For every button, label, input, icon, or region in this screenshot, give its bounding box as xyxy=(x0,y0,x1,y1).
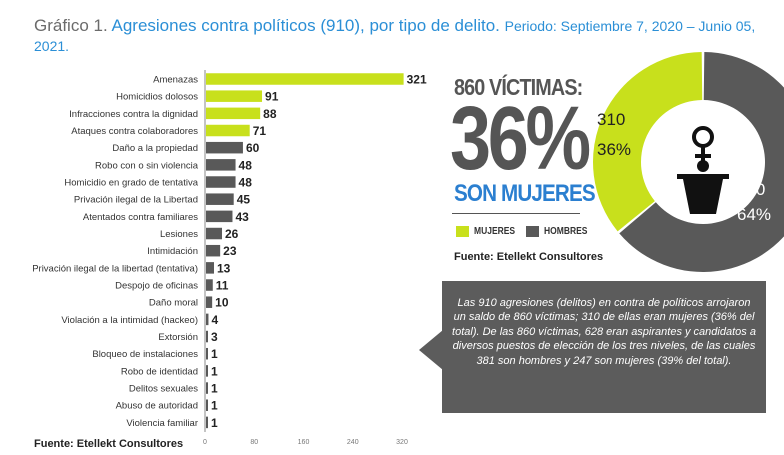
bar xyxy=(206,313,209,326)
bar xyxy=(206,416,208,429)
bar xyxy=(206,227,223,240)
bar-value-label: 48 xyxy=(239,158,253,172)
note-pointer xyxy=(419,330,443,370)
bar-category-label: Intimidación xyxy=(147,246,198,257)
bar-category-label: Ataques contra colaboradores xyxy=(71,126,198,137)
bar-value-label: 321 xyxy=(407,73,427,87)
women-percent: 36% xyxy=(450,89,591,189)
bar-category-label: Infracciones contra la dignidad xyxy=(69,109,198,120)
donut-source: Fuente: Etellekt Consultores xyxy=(454,251,604,263)
bar-value-label: 1 xyxy=(211,399,218,413)
bar xyxy=(206,330,208,343)
chart-title: Gráfico 1. Agresiones contra políticos (… xyxy=(34,16,764,56)
bar xyxy=(206,141,243,154)
bar-value-label: 13 xyxy=(217,261,231,275)
bar xyxy=(206,244,221,257)
bar-category-label: Extorsión xyxy=(158,332,198,343)
bar xyxy=(206,107,261,120)
bar-value-label: 48 xyxy=(239,176,253,190)
bar xyxy=(206,90,263,102)
bar-category-label: Violación a la intimidad (hackeo) xyxy=(61,315,198,326)
legend-swatch-mujeres xyxy=(456,226,469,237)
bar-value-label: 60 xyxy=(246,141,260,155)
bar-category-label: Despojo de oficinas xyxy=(115,281,198,292)
bar xyxy=(206,193,234,205)
bar-category-label: Atentados contra familiares xyxy=(83,212,198,223)
bar-category-label: Bloqueo de instalaciones xyxy=(92,349,198,360)
bar-category-label: Homicidios dolosos xyxy=(116,92,198,103)
bar xyxy=(206,73,404,85)
bar xyxy=(206,365,208,377)
bar-category-label: Robo de identidad xyxy=(121,366,198,377)
bar-value-label: 1 xyxy=(211,416,218,430)
bar-value-label: 1 xyxy=(211,364,218,378)
bar-value-label: 71 xyxy=(253,124,267,138)
bar-category-label: Daño moral xyxy=(149,298,198,309)
bar-value-label: 3 xyxy=(211,330,218,344)
bar-value-label: 91 xyxy=(265,90,279,104)
legend-label-mujeres: MUJERES xyxy=(474,226,516,237)
donut-label-hombres-percent: 64% xyxy=(737,205,771,224)
bar xyxy=(206,124,250,137)
bar-category-label: Delitos sexuales xyxy=(129,384,198,395)
bar-value-label: 11 xyxy=(216,279,229,293)
bar-x-tick-label: 320 xyxy=(396,439,408,446)
legend-divider xyxy=(452,213,580,214)
donut-label-mujeres-value: 310 xyxy=(597,110,625,129)
victims-headline: 860 VÍCTIMAS: xyxy=(454,74,583,100)
bar-value-label: 88 xyxy=(263,107,277,121)
bar xyxy=(206,347,208,360)
donut-label-hombres-value: 550 xyxy=(737,180,765,199)
bar-value-label: 45 xyxy=(237,193,251,207)
bar xyxy=(206,262,215,274)
donut-label-mujeres-percent: 36% xyxy=(597,140,631,159)
bar-category-label: Lesiones xyxy=(160,229,198,240)
legend-label-hombres: HOMBRES xyxy=(544,226,588,237)
donut-slice-mujeres xyxy=(593,52,703,232)
bar-x-tick-label: 240 xyxy=(347,439,359,446)
bar-category-label: Homicidio en grado de tentativa xyxy=(64,178,198,189)
bar-value-label: 1 xyxy=(211,382,218,396)
donut-slice-hombres xyxy=(619,52,784,272)
bar-x-tick-label: 160 xyxy=(298,439,310,446)
legend-swatch-hombres xyxy=(526,226,539,237)
woman-at-podium-icon xyxy=(677,126,729,214)
bar-category-label: Daño a la propiedad xyxy=(112,143,198,154)
bar-value-label: 26 xyxy=(225,227,239,241)
bar-category-label: Privación ilegal de la Libertad xyxy=(74,195,198,206)
bar-category-label: Privación ilegal de la libertad (tentati… xyxy=(32,263,198,274)
bar xyxy=(206,176,236,188)
title-period: Periodo: Septiembre 7, 2020 – Junio 05, … xyxy=(34,18,756,54)
bar-value-label: 1 xyxy=(211,347,218,361)
bar-x-tick-label: 0 xyxy=(203,439,207,446)
bar-value-label: 23 xyxy=(223,244,237,258)
bar-chart-source: Fuente: Etellekt Consultores xyxy=(34,438,184,450)
bar-category-label: Violencia familiar xyxy=(126,418,198,429)
bar-category-label: Abuso de autoridad xyxy=(116,401,198,412)
women-subtitle: SON MUJERES xyxy=(454,180,596,207)
bar-x-tick-label: 80 xyxy=(250,439,258,446)
bar-category-label: Amenazas xyxy=(153,75,198,86)
summary-note: Las 910 agresiones (delitos) en contra d… xyxy=(442,281,766,413)
bar xyxy=(206,296,213,308)
bar-value-label: 43 xyxy=(235,210,249,224)
title-main: Agresiones contra políticos (910), por t… xyxy=(111,16,500,35)
bar-value-label: 4 xyxy=(211,313,218,327)
bar xyxy=(206,399,208,411)
bar xyxy=(206,210,233,223)
title-prefix: Gráfico 1. xyxy=(34,16,108,35)
bar-value-label: 10 xyxy=(215,296,229,310)
bar xyxy=(206,279,213,291)
bar-category-label: Robo con o sin violencia xyxy=(95,160,199,171)
bar xyxy=(206,159,236,171)
bar xyxy=(206,382,208,394)
